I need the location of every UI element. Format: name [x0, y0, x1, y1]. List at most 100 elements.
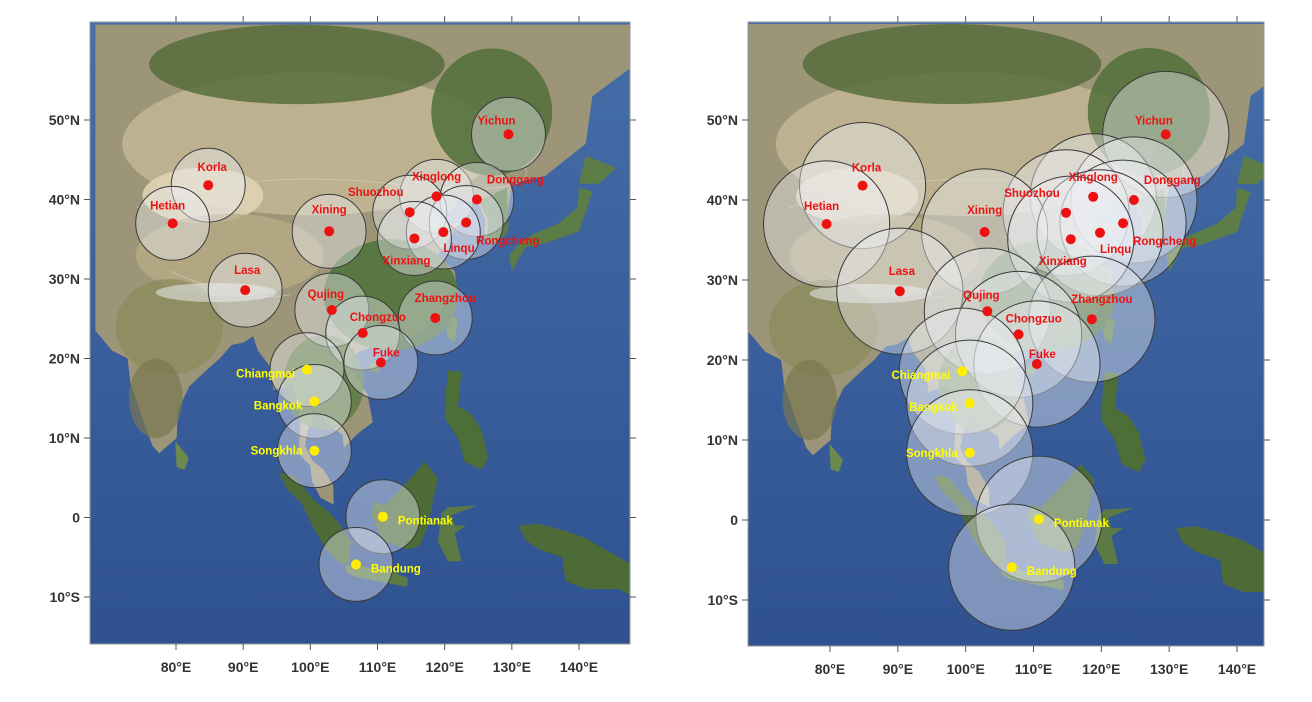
station-dot-xining: [324, 226, 335, 237]
station-label-rongcheng: Rongcheng: [1133, 236, 1196, 248]
lat-tick-label: 0: [72, 510, 80, 526]
sumatra-land: [278, 473, 351, 565]
left-axes: 80°E 90°E 100°E 110°E 120°E 130°E 140°E 50°N 40°…: [49, 16, 636, 675]
station-dot-donggang: [471, 194, 482, 205]
station-label-zhangzhou: Zhangzhou: [415, 293, 476, 305]
siberian-forest: [149, 24, 445, 105]
japan-land: [509, 187, 593, 272]
station-label-shuozhou: Shuozhou: [348, 187, 404, 199]
lat-tick-label: 10°S: [49, 589, 80, 605]
station-dot-lasa: [894, 286, 905, 297]
station-dot-xinxiang: [409, 233, 420, 244]
station-dot-songkhla: [309, 445, 320, 456]
hokkaido-land: [579, 155, 616, 184]
station-label-linqu: Linqu: [1100, 244, 1131, 256]
station-dot-lasa: [240, 285, 251, 296]
right-map-frame: [747, 21, 1265, 647]
lon-tick-label: 120°E: [1082, 661, 1120, 677]
station-dot-zhangzhou: [1086, 314, 1097, 325]
station-dot-bandung: [351, 559, 362, 570]
sumatra-land: [933, 475, 1007, 568]
tibetan-plateau: [135, 213, 324, 297]
station-dot-rongcheng: [1118, 218, 1129, 229]
right-station-labels: Yichun Korla Hetian Xinglong Donggang Shuozho…: [804, 115, 1201, 578]
borneo-land: [1026, 464, 1095, 552]
map-panel-left: Yichun Korla Hetian Xinglong Donggang Shuozho…: [0, 0, 640, 702]
lon-tick-label: 80°E: [815, 661, 846, 677]
left-basemap: Yichun Korla Hetian Xinglong Donggang Shuozho…: [90, 22, 630, 644]
station-dot-fuke: [1031, 359, 1042, 369]
station-dot-songkhla: [964, 447, 975, 458]
sulawesi-land: [1094, 508, 1134, 564]
station-label-pontianak: Pontianak: [1054, 518, 1110, 530]
station-dot-shuozhou: [404, 207, 415, 218]
border-line: [135, 167, 527, 208]
station-label-lasa: Lasa: [234, 265, 261, 277]
lon-tick-label: 90°E: [883, 661, 914, 677]
border-line: [823, 271, 946, 298]
srilanka-land: [175, 441, 189, 470]
lat-tick-label: 20°N: [707, 352, 738, 368]
station-dot-xining: [979, 227, 990, 237]
lat-tick-label: 30°N: [707, 272, 738, 288]
siberian-forest: [802, 24, 1102, 104]
philippines-land: [1101, 372, 1146, 472]
station-dot-bangkok: [309, 396, 320, 407]
station-label-donggang: Donggang: [487, 175, 544, 187]
station-dot-chiangmai: [957, 366, 968, 377]
station-label-yichun: Yichun: [1135, 115, 1173, 127]
station-label-chiangmai: Chiangmai: [236, 369, 295, 381]
station-label-xinxiang: Xinxiang: [382, 255, 430, 267]
lat-tick-label: 20°N: [49, 351, 80, 367]
lon-tick-label: 140°E: [560, 659, 598, 675]
india-plain: [768, 280, 878, 376]
deccan-plateau: [782, 360, 837, 440]
station-dot-hetian: [821, 219, 832, 229]
lon-tick-label: 100°E: [291, 659, 329, 675]
station-label-bangkok: Bangkok: [909, 402, 958, 414]
station-label-chongzuo: Chongzuo: [1006, 313, 1062, 325]
lat-tick-label: 10°S: [707, 592, 738, 608]
lat-tick-label: 10°N: [707, 432, 738, 448]
left-station-labels: Yichun Korla Hetian Xinglong Donggang Shuozho…: [150, 115, 544, 575]
station-dot-xinglong: [1088, 191, 1099, 202]
station-label-qujing: Qujing: [308, 289, 344, 301]
station-label-korla: Korla: [198, 162, 228, 174]
station-label-rongcheng: Rongcheng: [476, 236, 539, 248]
srilanka-land: [829, 443, 843, 472]
japan-land: [1166, 188, 1251, 272]
station-label-yichun: Yichun: [478, 115, 516, 127]
south-china-forest: [323, 239, 459, 351]
border-line: [789, 167, 1185, 209]
station-label-hetian: Hetian: [804, 201, 839, 213]
newguinea-land: [1176, 526, 1264, 592]
station-label-zhangzhou: Zhangzhou: [1071, 294, 1132, 306]
india-plain: [115, 279, 224, 375]
newguinea-land: [518, 523, 630, 596]
map-panel-right: Yichun Korla Hetian Xinglong Donggang Shuozho…: [660, 0, 1312, 702]
lat-tick-label: 50°N: [49, 112, 80, 128]
taiwan-land: [446, 316, 459, 343]
station-dot-korla: [203, 180, 214, 191]
lon-tick-label: 100°E: [947, 661, 985, 677]
lat-tick-label: 40°N: [707, 192, 738, 208]
korea-land: [478, 187, 509, 244]
northeast-forest: [431, 48, 553, 176]
lon-tick-label: 80°E: [161, 659, 192, 675]
lat-tick-label: 10°N: [49, 430, 80, 446]
station-dot-pontianak: [377, 511, 388, 522]
station-label-songkhla: Songkhla: [906, 448, 958, 460]
station-label-lasa: Lasa: [889, 266, 916, 278]
station-dot-rongcheng: [461, 217, 472, 228]
right-axes: 80°E 90°E 100°E 110°E 120°E 130°E 140°E 50°N 40°…: [707, 16, 1270, 677]
station-label-chiangmai: Chiangmai: [891, 370, 950, 382]
station-label-xining: Xining: [312, 204, 347, 216]
station-dot-qujing: [326, 305, 337, 316]
station-dot-chongzuo: [1013, 329, 1024, 340]
station-label-fuke: Fuke: [1029, 349, 1056, 361]
hokkaido-land: [1237, 156, 1264, 184]
border-line: [169, 270, 291, 297]
station-label-xinxiang: Xinxiang: [1039, 256, 1087, 268]
lon-tick-label: 90°E: [228, 659, 259, 675]
lon-tick-label: 110°E: [359, 659, 397, 675]
